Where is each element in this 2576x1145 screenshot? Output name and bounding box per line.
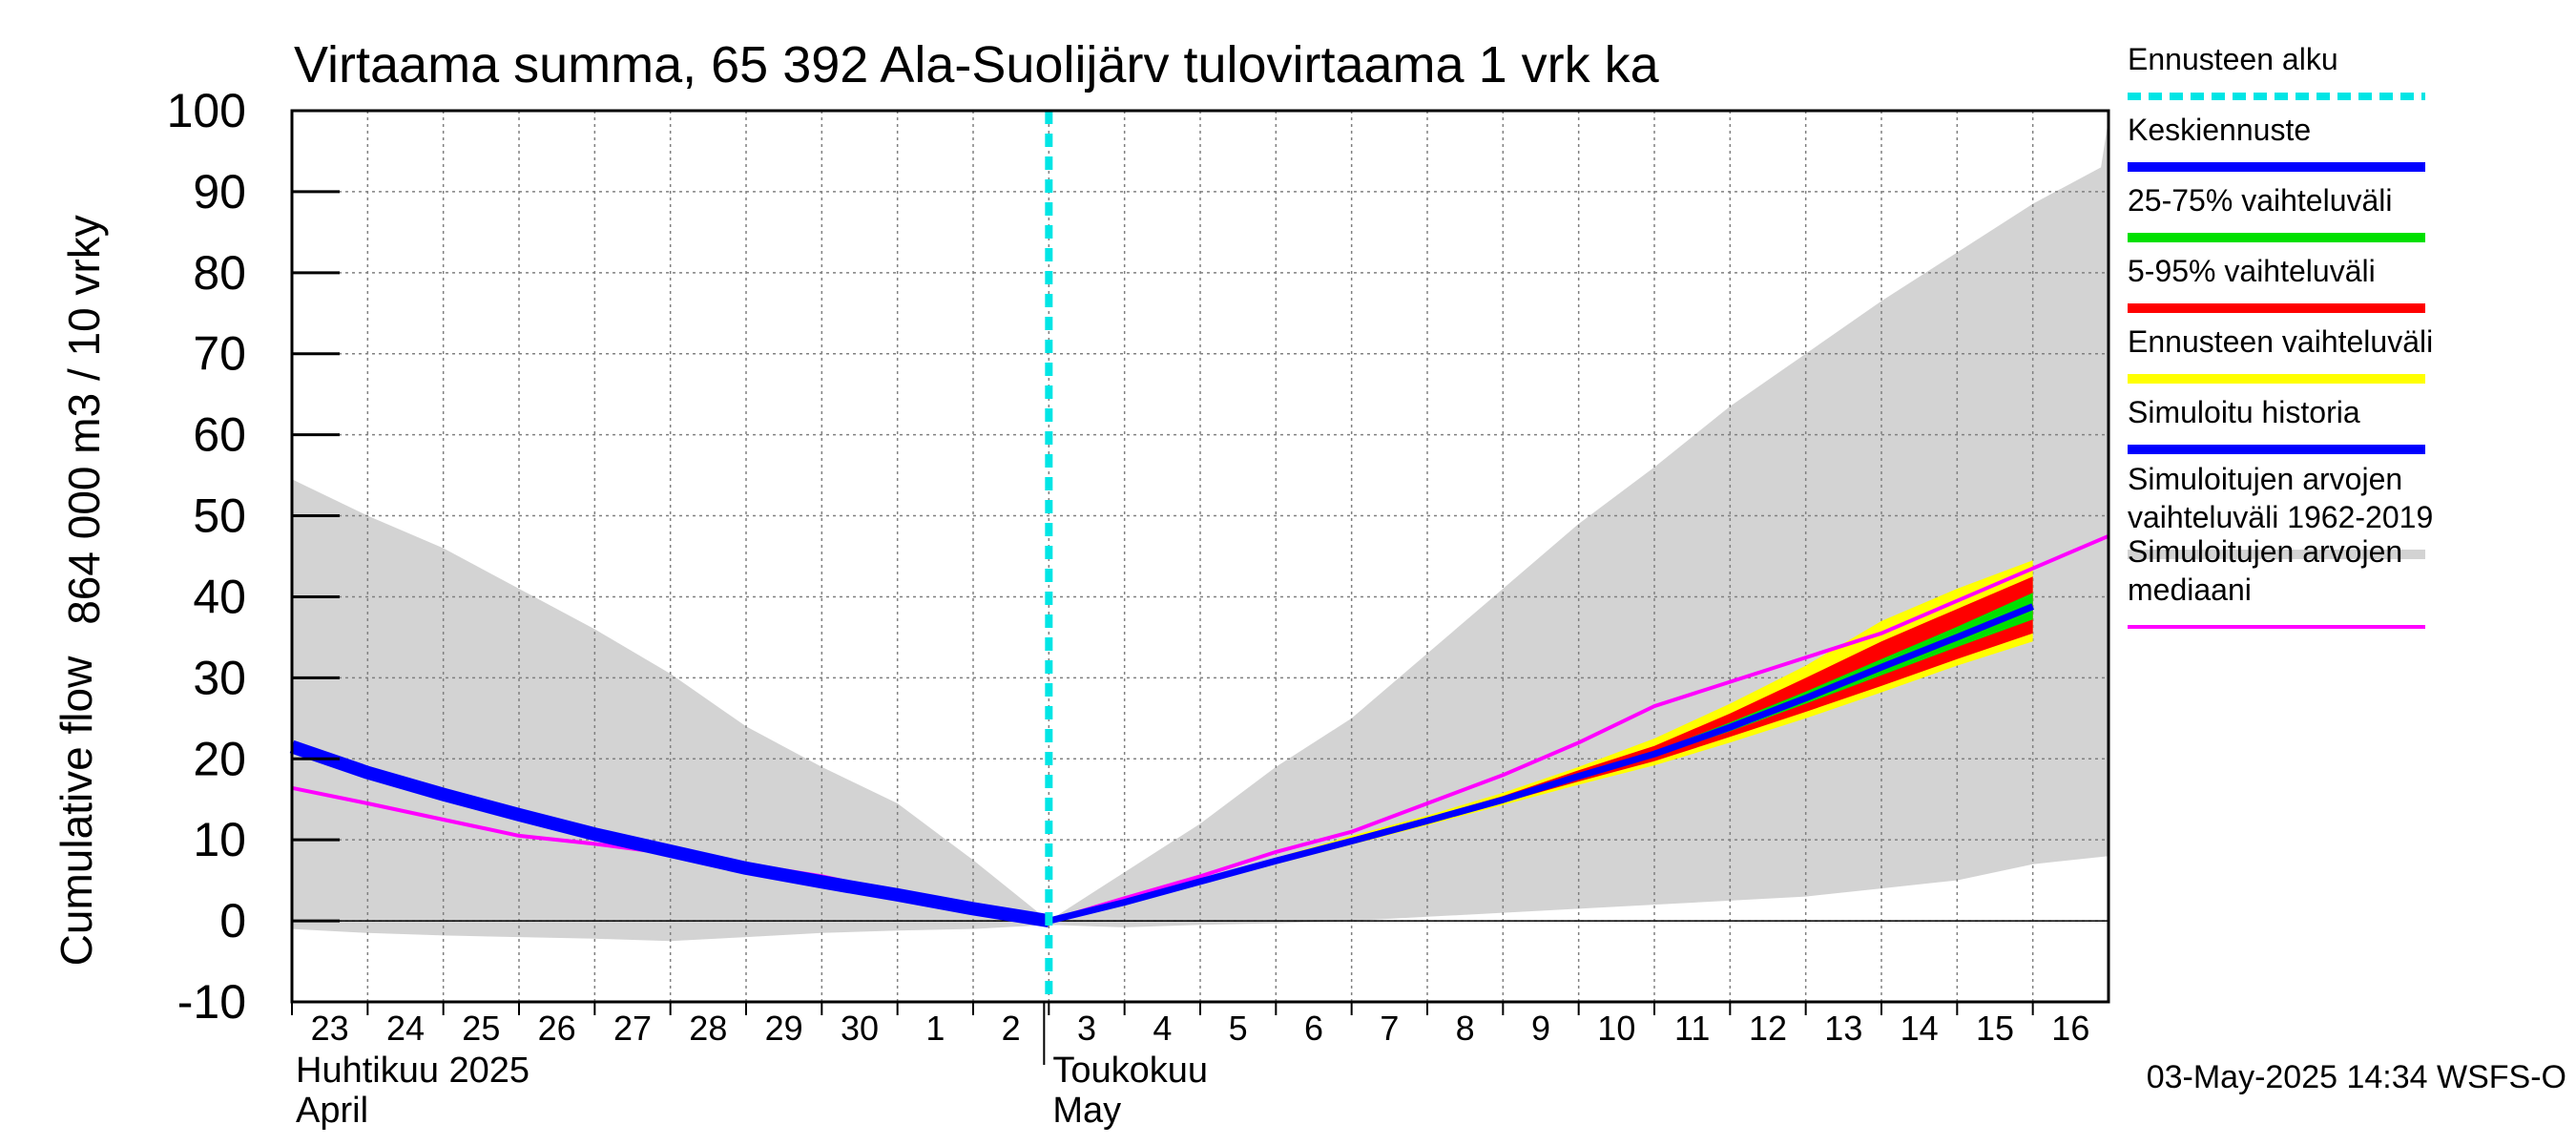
chart-bands: [292, 118, 2109, 942]
chart-title: Virtaama summa, 65 392 Ala-Suolijärv tul…: [294, 36, 1660, 94]
legend-label: 5-95% vaihteluväli: [2128, 254, 2376, 288]
legend-label: Keskiennuste: [2128, 113, 2311, 147]
band-range-1962-2019: [292, 118, 2109, 942]
x-tick-label: 30: [841, 1009, 879, 1048]
x-tick-label: 26: [538, 1009, 576, 1048]
x-tick-label: 2: [1002, 1009, 1021, 1048]
x-tick-label: 28: [689, 1009, 727, 1048]
chart-lines: [289, 111, 2109, 1002]
y-tick-label: 20: [193, 732, 246, 785]
legend-label: Simuloitujen arvojen: [2128, 462, 2402, 496]
x-tick-label: 3: [1077, 1009, 1096, 1048]
x-tick-label: 24: [386, 1009, 425, 1048]
x-tick-label: 4: [1153, 1009, 1172, 1048]
legend-label: Simuloitu historia: [2128, 395, 2360, 429]
month-label-finnish: Huhtikuu 2025: [296, 1051, 530, 1091]
y-tick-label: 70: [193, 327, 246, 381]
legend-label: Ennusteen alku: [2128, 42, 2338, 76]
line-simulated-history: [289, 739, 1050, 928]
y-tick-label: 10: [193, 813, 246, 866]
y-tick-label: 50: [193, 489, 246, 543]
x-tick-label: 1: [925, 1009, 945, 1048]
y-tick-label: 0: [219, 894, 246, 947]
y-axis-label-english: Cumulative flow: [52, 656, 101, 966]
legend-label: Simuloitujen arvojen: [2128, 534, 2402, 569]
x-tick-label: 27: [613, 1009, 652, 1048]
x-tick-label: 14: [1901, 1009, 1939, 1048]
x-tick-label: 8: [1456, 1009, 1475, 1048]
y-axis-label-finnish: 864 000 m3 / 10 vrky: [59, 215, 109, 625]
x-tick-label: 16: [2051, 1009, 2089, 1048]
month-label-english: May: [1052, 1091, 1121, 1131]
x-tick-label: 13: [1824, 1009, 1862, 1048]
x-tick-label: 10: [1597, 1009, 1635, 1048]
legend-label: mediaani: [2128, 572, 2252, 607]
x-tick-label: 5: [1229, 1009, 1248, 1048]
x-axis-ticks: 23 24 25 26 27 28 29 30 1 2 3 4 5 6 7 8 9 10 11 12 13 14 15 16: [291, 1002, 2089, 1048]
y-tick-label: -10: [177, 975, 246, 1029]
y-tick-label: 40: [193, 570, 246, 623]
y-tick-label: 80: [193, 246, 246, 300]
month-label-finnish: Toukokuu: [1052, 1051, 1208, 1091]
x-tick-label: 7: [1380, 1009, 1399, 1048]
x-tick-label: 23: [311, 1009, 349, 1048]
legend-label: vaihteluväli 1962-2019: [2128, 500, 2433, 534]
y-tick-label: 30: [193, 651, 246, 704]
legend: Ennusteen alku Keskiennuste 25-75% vaihtel…: [2128, 42, 2433, 629]
legend-label: 25-75% vaihteluväli: [2128, 183, 2393, 218]
y-tick-label: 100: [167, 84, 246, 137]
x-tick-label: 29: [765, 1009, 803, 1048]
x-tick-label: 9: [1531, 1009, 1550, 1048]
month-label-english: April: [296, 1091, 368, 1131]
legend-label: Ennusteen vaihteluväli: [2128, 324, 2433, 359]
chart-grid: [292, 111, 2109, 1002]
y-axis-ticks: -10 0 10 20 30 40 50 60 70 80 90 100: [167, 84, 340, 1029]
line-median-1962-2019: [291, 533, 2109, 924]
x-tick-label: 6: [1304, 1009, 1323, 1048]
footer-timestamp: 03-May-2025 14:34 WSFS-O: [2147, 1059, 2566, 1095]
y-tick-label: 60: [193, 408, 246, 462]
x-tick-label: 25: [462, 1009, 500, 1048]
x-tick-label: 12: [1749, 1009, 1787, 1048]
x-tick-label: 11: [1674, 1009, 1710, 1048]
x-tick-label: 15: [1976, 1009, 2014, 1048]
y-tick-label: 90: [193, 165, 246, 219]
line-mean-forecast: [1048, 603, 2035, 925]
